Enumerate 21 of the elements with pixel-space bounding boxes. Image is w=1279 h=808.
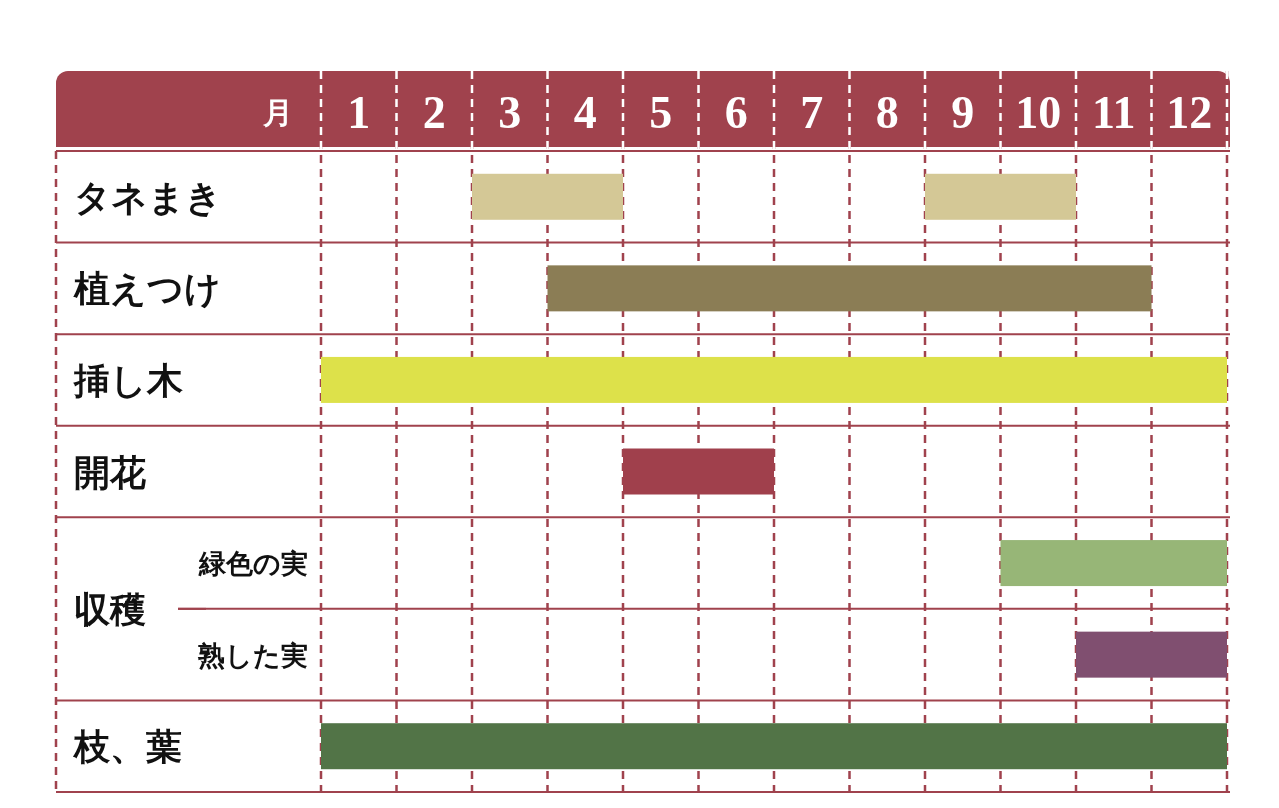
y-tick-label: 枝、葉 — [72, 727, 182, 768]
x-tick-label: 12 — [1166, 87, 1213, 138]
x-tick-label: 7 — [800, 87, 824, 138]
x-tick-label: 3 — [498, 87, 522, 138]
x-tick-label: 9 — [951, 87, 975, 138]
y-tick-label: タネまき — [74, 177, 222, 218]
y-tick-label: 挿し木 — [73, 360, 183, 401]
x-tick-label: 4 — [573, 87, 597, 138]
x-tick-label: 6 — [724, 87, 748, 138]
y-tick-label: 緑色の実 — [198, 549, 308, 580]
y-tick-label: 熟した実 — [197, 640, 308, 671]
x-tick-label: 10 — [1015, 87, 1062, 138]
x-tick-label: 2 — [422, 87, 446, 138]
y-tick-label: 開花 — [74, 452, 146, 493]
text: 収穫 — [74, 589, 146, 630]
x-tick-label: 5 — [649, 87, 673, 138]
x-tick-label: 8 — [875, 87, 899, 138]
x-axis-title: 月 — [262, 96, 293, 129]
x-tick-label: 11 — [1092, 87, 1136, 138]
x-tick-label: 1 — [347, 87, 371, 138]
y-tick-label: 植えつけ — [73, 269, 221, 310]
